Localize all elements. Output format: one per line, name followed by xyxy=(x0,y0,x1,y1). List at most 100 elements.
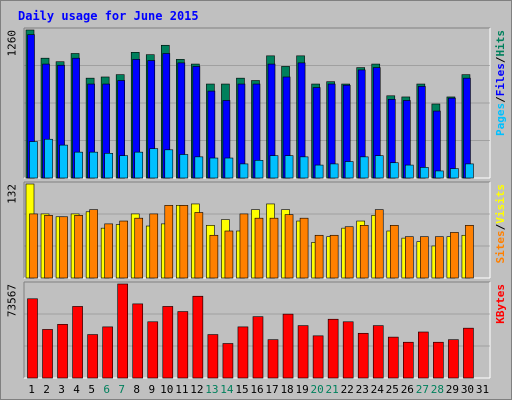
bar-pages-day-7 xyxy=(119,155,128,179)
bar-pages-day-10 xyxy=(164,149,174,179)
bar-pages-day-5 xyxy=(89,151,98,179)
bar-pages-day-19 xyxy=(299,156,309,179)
x-tick-label-day-31: 31 xyxy=(476,383,489,396)
bar-sites-day-25 xyxy=(389,225,399,279)
bar-sites-day-18 xyxy=(284,214,294,279)
bar-kbytes-day-24 xyxy=(372,325,384,379)
x-tick-label-day-9: 9 xyxy=(148,383,155,396)
bar-sites-day-21 xyxy=(329,234,339,279)
x-tick-label-day-1: 1 xyxy=(28,383,35,396)
bar-sites-day-24 xyxy=(374,209,384,279)
bar-pages-day-17 xyxy=(269,155,279,179)
bar-sites-day-1 xyxy=(29,213,38,279)
panel-2-series-legend: KBytes xyxy=(494,284,507,324)
bar-sites-day-6 xyxy=(104,223,113,279)
bar-pages-day-29 xyxy=(450,168,459,179)
bar-kbytes-day-30 xyxy=(463,327,474,379)
bar-kbytes-day-5 xyxy=(87,334,98,379)
bar-kbytes-day-15 xyxy=(237,326,249,379)
x-tick-label-day-7: 7 xyxy=(118,383,125,396)
bar-sites-day-2 xyxy=(44,215,53,279)
bar-pages-day-15 xyxy=(239,163,249,179)
bar-sites-day-9 xyxy=(149,213,159,279)
x-tick-label-day-29: 29 xyxy=(446,383,459,396)
bar-kbytes-day-2 xyxy=(42,329,53,379)
legend-separator: / xyxy=(494,56,507,63)
bar-pages-day-12 xyxy=(194,156,204,179)
x-tick-label-day-20: 20 xyxy=(311,383,324,396)
x-tick-label-day-27: 27 xyxy=(416,383,429,396)
bar-kbytes-day-29 xyxy=(448,339,459,379)
x-axis-day-labels: 1 2 3 4 5 6 7 8 9 10 11 12 13 14 15 16 17 18 19 20 21 22 23 24 2… xyxy=(28,383,489,396)
bar-sites-day-13 xyxy=(209,234,219,279)
bar-kbytes-day-10 xyxy=(162,306,174,379)
bar-sites-day-12 xyxy=(194,212,204,279)
panel-0-series-legend: Pages/Files/Hits xyxy=(494,30,507,136)
bar-pages-day-22 xyxy=(344,161,354,179)
panel-1-ymax-label: 132 xyxy=(6,184,19,204)
bar-sites-day-5 xyxy=(89,209,98,279)
legend-files: Files xyxy=(494,63,507,96)
bar-pages-day-6 xyxy=(104,153,113,179)
bar-kbytes-day-28 xyxy=(433,341,444,379)
bar-kbytes-day-11 xyxy=(177,311,189,379)
x-tick-label-day-23: 23 xyxy=(356,383,369,396)
bar-sites-day-20 xyxy=(314,234,324,279)
bar-pages-day-8 xyxy=(134,151,144,179)
bar-sites-day-17 xyxy=(269,217,279,279)
panel-kbytes: 73567 KBytes xyxy=(6,281,507,379)
bar-pages-day-26 xyxy=(405,164,414,179)
x-tick-label-day-13: 13 xyxy=(205,383,218,396)
bar-kbytes-day-22 xyxy=(342,321,354,379)
x-tick-label-day-2: 2 xyxy=(43,383,50,396)
legend-hits: Hits xyxy=(494,30,507,57)
bar-kbytes-day-9 xyxy=(147,321,159,379)
panel-1-series-legend: Sites/Visits xyxy=(494,184,507,264)
x-tick-label-day-28: 28 xyxy=(431,383,444,396)
bar-files-day-29 xyxy=(448,97,456,179)
chart-title: Daily usage for June 2015 xyxy=(18,9,199,23)
bar-kbytes-day-27 xyxy=(418,331,429,379)
bar-sites-day-27 xyxy=(420,236,429,279)
bar-kbytes-day-23 xyxy=(357,332,369,379)
legend-separator: / xyxy=(494,96,507,103)
x-tick-label-day-15: 15 xyxy=(235,383,248,396)
x-tick-label-day-12: 12 xyxy=(190,383,203,396)
bar-sites-day-11 xyxy=(179,205,189,279)
bar-pages-day-2 xyxy=(44,138,53,179)
bar-sites-day-3 xyxy=(59,216,68,279)
bar-sites-day-14 xyxy=(224,230,234,279)
bar-kbytes-day-26 xyxy=(403,341,414,379)
legend-kbytes: KBytes xyxy=(494,284,507,324)
bar-pages-day-1 xyxy=(29,141,38,179)
bar-kbytes-day-16 xyxy=(252,316,264,379)
bar-pages-day-3 xyxy=(59,144,68,179)
panel-visits-sites: 132 Sites/Visits xyxy=(6,181,507,279)
bar-sites-day-16 xyxy=(254,217,264,279)
bar-pages-day-16 xyxy=(254,160,264,179)
x-tick-label-day-18: 18 xyxy=(280,383,293,396)
bar-kbytes-day-7 xyxy=(117,283,128,379)
x-tick-label-day-22: 22 xyxy=(341,383,354,396)
x-tick-label-day-8: 8 xyxy=(133,383,140,396)
panel-2-ymax-label: 73567 xyxy=(6,284,19,317)
x-tick-label-day-24: 24 xyxy=(371,383,385,396)
x-tick-label-day-19: 19 xyxy=(295,383,308,396)
bar-pages-day-21 xyxy=(329,163,339,179)
bar-pages-day-24 xyxy=(374,155,384,179)
bar-kbytes-day-8 xyxy=(132,303,144,379)
x-tick-label-day-5: 5 xyxy=(88,383,95,396)
x-tick-label-day-10: 10 xyxy=(160,383,173,396)
x-tick-label-day-25: 25 xyxy=(386,383,399,396)
x-tick-label-day-3: 3 xyxy=(58,383,65,396)
bar-pages-day-23 xyxy=(359,156,369,179)
bar-files-day-28 xyxy=(433,110,441,179)
chart-panels: 1260Pages/Files/Hits132Sites/Visits73567… xyxy=(6,27,507,379)
bar-kbytes-day-1 xyxy=(27,298,38,379)
bar-files-day-27 xyxy=(418,86,426,179)
bar-sites-day-26 xyxy=(405,236,414,279)
bar-files-day-20 xyxy=(312,87,321,179)
bar-kbytes-day-3 xyxy=(57,324,68,379)
bar-sites-day-23 xyxy=(359,225,369,279)
